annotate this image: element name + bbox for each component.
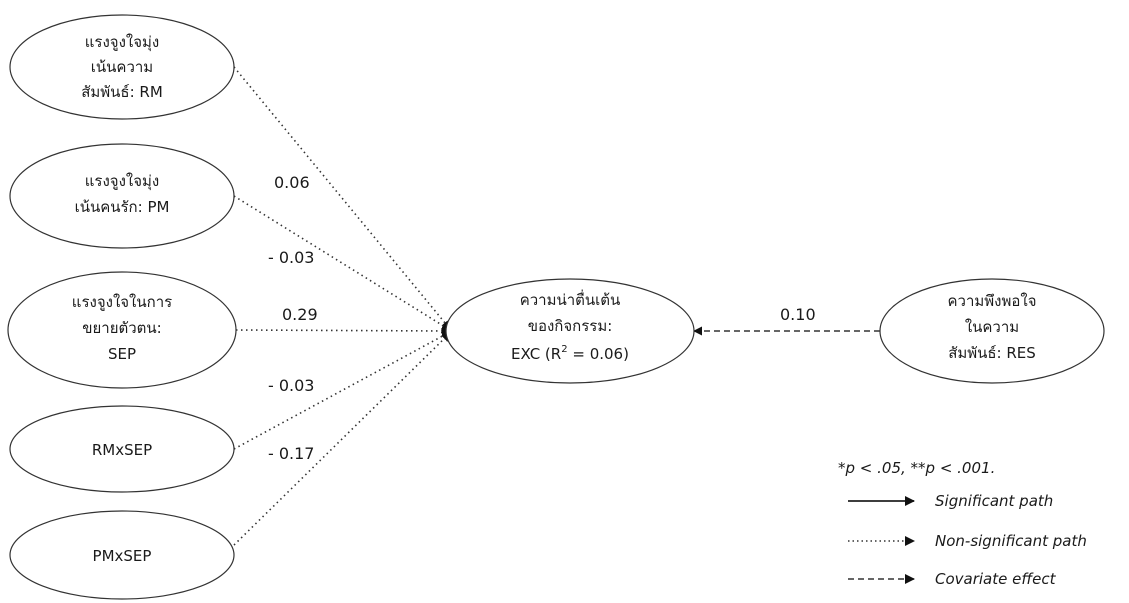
- node-pmxsep-label: PMxSEP: [93, 547, 152, 565]
- r2-prefix: EXC (R: [511, 345, 561, 363]
- coef-res: 0.10: [780, 305, 816, 324]
- node-exc-r2: EXC (R2 = 0.06): [511, 344, 629, 363]
- note-p1: p: [845, 459, 856, 477]
- node-res-line-2: ในความ: [965, 318, 1019, 336]
- node-res: ความพึงพอใจ ในความ สัมพันธ์: RES: [879, 278, 1105, 384]
- node-sep-line-1: แรงจูงใจในการ: [72, 293, 172, 311]
- node-exc-line-2: ของกิจกรรม:: [528, 317, 613, 335]
- path-pm-to-exc: [233, 195, 451, 331]
- node-exc-line-1: ความน่าตื่นเต้น: [520, 289, 621, 309]
- node-res-line-1: ความพึงพอใจ: [948, 292, 1037, 310]
- node-rmxsep: RMxSEP: [9, 405, 235, 493]
- coef-sep: 0.29: [282, 305, 318, 324]
- node-pm-line-2: เน้นคนรัก: PM: [75, 198, 170, 216]
- note-p2: p: [925, 459, 936, 477]
- note-mid: < .05, **: [855, 459, 926, 477]
- note-end: < .001.: [935, 459, 995, 477]
- node-pmxsep: PMxSEP: [9, 510, 235, 600]
- path-pmxsep-to-exc: [233, 332, 451, 546]
- legend-significant-label: Significant path: [935, 492, 1053, 510]
- r2-superscript: 2: [561, 344, 567, 355]
- node-rmxsep-label: RMxSEP: [92, 441, 152, 459]
- coef-pm: - 0.03: [268, 248, 314, 267]
- legend-covariate-label: Covariate effect: [935, 570, 1057, 588]
- node-rm-line-3: สัมพันธ์: RM: [81, 83, 163, 101]
- node-rm-line-2: เน้นความ: [91, 58, 153, 76]
- coef-rmxsep: - 0.03: [268, 376, 314, 395]
- r2-suffix: = 0.06): [568, 345, 629, 363]
- node-sep-line-2: ขยายตัวตน:: [82, 319, 161, 337]
- paths: [233, 66, 880, 546]
- node-res-line-3: สัมพันธ์: RES: [948, 344, 1036, 362]
- node-sep-line-3: SEP: [108, 345, 136, 363]
- path-sep-to-exc: [235, 326, 451, 336]
- node-exc: ความน่าตื่นเต้น ของกิจกรรม: EXC (R2 = 0.…: [445, 278, 695, 384]
- significance-note: *p < .05, **p < .001.: [838, 459, 995, 477]
- coef-rm: 0.06: [274, 173, 310, 192]
- node-rm: แรงจูงใจมุ่ง เน้นความ สัมพันธ์: RM: [9, 14, 235, 120]
- legend-nonsignificant-label: Non-significant path: [935, 532, 1087, 550]
- node-pm: แรงจูงใจมุ่ง เน้นคนรัก: PM: [9, 143, 235, 249]
- note-star: *: [838, 459, 846, 477]
- node-pm-line-1: แรงจูงใจมุ่ง: [85, 172, 160, 191]
- coef-pmxsep: - 0.17: [268, 444, 314, 463]
- node-sep: แรงจูงใจในการ ขยายตัวตน: SEP: [7, 271, 237, 389]
- path-rm-to-exc: [233, 66, 451, 330]
- coefficients: 0.06 - 0.03 0.29 - 0.03 - 0.17 0.10: [268, 173, 816, 463]
- legend: *p < .05, **p < .001. Significant path N…: [838, 459, 1087, 588]
- path-rmxsep-to-exc: [233, 331, 451, 450]
- node-rm-line-1: แรงจูงใจมุ่ง: [85, 33, 160, 52]
